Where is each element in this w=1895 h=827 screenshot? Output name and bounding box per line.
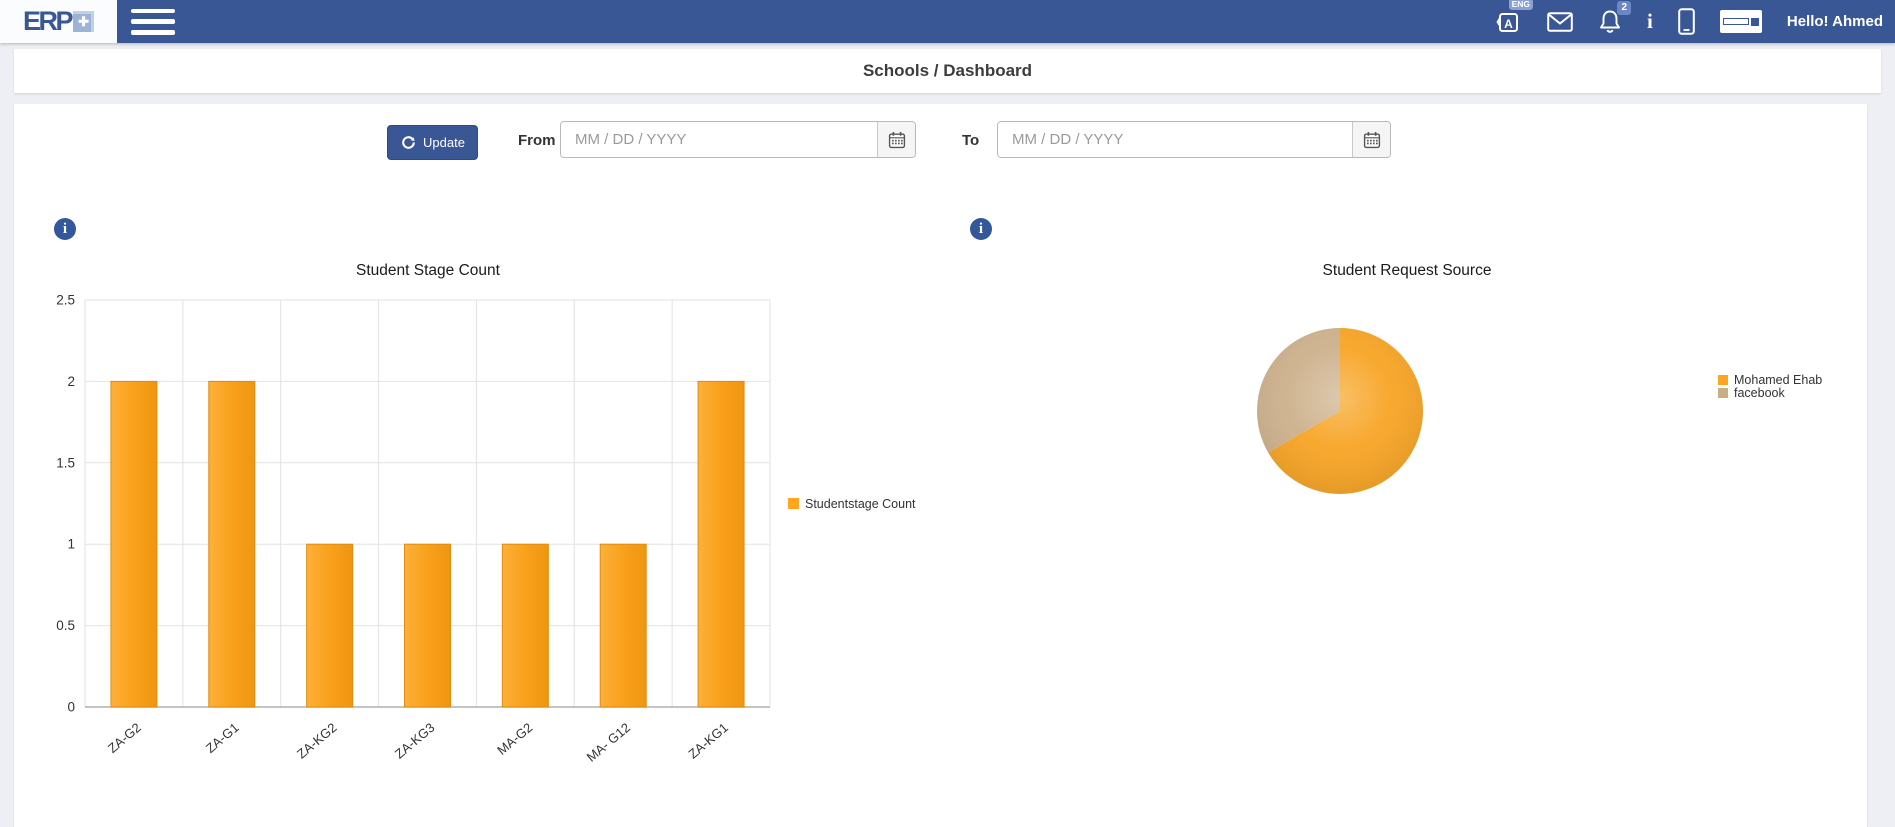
svg-text:Mohamed Ehab: Mohamed Ehab [1734, 373, 1822, 387]
svg-text:ZA-KG1: ZA-KG1 [685, 720, 731, 762]
svg-text:2.5: 2.5 [56, 293, 75, 308]
svg-text:facebook: facebook [1734, 386, 1785, 400]
app-logo-text: ERP [22, 6, 74, 36]
translate-icon: A [1496, 12, 1519, 32]
svg-text:ZA-G2: ZA-G2 [105, 720, 144, 756]
to-calendar-button[interactable] [1352, 122, 1390, 157]
bar-chart-title: Student Stage Count [356, 262, 500, 279]
calendar-icon [888, 131, 905, 148]
student-stage-count-bar-chart: 0 0.5 1 1.5 2 2.5 ZA-G2 ZA-G1 ZA-KG2 ZA-KG3 MA-G2 M… [56, 293, 916, 765]
from-calendar-button[interactable] [877, 122, 915, 157]
svg-text:0.5: 0.5 [56, 618, 75, 633]
hamburger-menu-icon[interactable] [131, 7, 177, 37]
phone-icon [1678, 8, 1695, 35]
svg-text:Studentstage Count: Studentstage Count [805, 497, 916, 511]
svg-text:A: A [1504, 17, 1513, 31]
language-switch-icon[interactable]: ENG A [1496, 0, 1534, 35]
app-logo[interactable]: ERP ✚ [0, 0, 117, 43]
mobile-app-icon[interactable] [1678, 8, 1695, 35]
logo-building-icon: ✚ [73, 11, 95, 32]
pie-chart-title: Student Request Source [1322, 262, 1492, 279]
bell-icon [1600, 10, 1620, 33]
update-button[interactable]: Update [387, 125, 478, 160]
user-avatar[interactable] [1719, 10, 1762, 33]
to-date-group [997, 121, 1391, 158]
navbar-right-icons: ENG A 2 i [1496, 0, 1895, 35]
user-greeting[interactable]: Hello! Ahmed [1786, 13, 1883, 30]
from-date-input[interactable] [561, 122, 877, 157]
svg-text:1: 1 [67, 537, 75, 552]
to-label: To [962, 132, 980, 149]
update-button-label: Update [423, 135, 465, 150]
pie-chart-info-icon[interactable]: i [970, 218, 992, 240]
to-date-input[interactable] [998, 122, 1352, 157]
svg-text:ZA-KG2: ZA-KG2 [294, 720, 340, 762]
svg-text:MA-G2: MA-G2 [494, 720, 535, 758]
calendar-icon [1363, 131, 1380, 148]
from-date-group [560, 121, 916, 158]
envelope-icon [1547, 11, 1573, 32]
messages-icon[interactable] [1547, 11, 1573, 32]
svg-text:MA- G12: MA- G12 [584, 720, 633, 765]
notifications-icon[interactable]: 2 [1598, 0, 1632, 35]
breadcrumb: Schools / Dashboard [862, 61, 1033, 80]
from-label: From [518, 132, 556, 149]
language-badge: ENG [1508, 0, 1534, 10]
bar-chart-info-icon[interactable]: i [54, 218, 76, 240]
info-icon[interactable]: i [1647, 9, 1653, 33]
svg-text:1.5: 1.5 [56, 455, 75, 470]
top-navbar: ERP ✚ ENG A 2 i [0, 0, 1895, 43]
svg-text:2: 2 [67, 374, 75, 389]
refresh-icon [402, 136, 415, 149]
svg-text:0: 0 [67, 700, 75, 715]
svg-text:ZA-KG3: ZA-KG3 [392, 720, 438, 762]
svg-text:ZA-G1: ZA-G1 [203, 720, 242, 756]
notification-count-badge: 2 [1617, 0, 1632, 15]
breadcrumb-bar: Schools / Dashboard [14, 49, 1881, 93]
